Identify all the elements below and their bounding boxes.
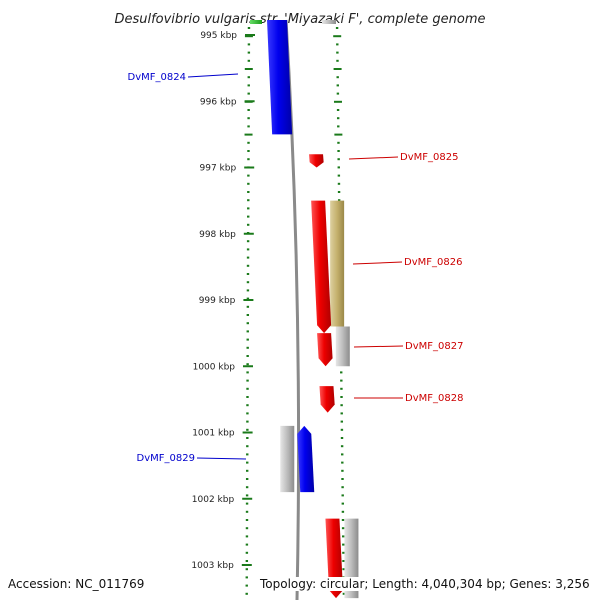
gene-label[interactable]: DvMF_0824: [128, 72, 186, 83]
accession-label: Accession: NC_011769: [8, 577, 145, 591]
gene-arrow-dvmf-0827[interactable]: [317, 333, 333, 367]
gene-arrow-dvmf-0824[interactable]: [267, 20, 293, 135]
map-title: Desulfovibrio vulgaris str. 'Miyazaki F'…: [114, 12, 485, 27]
ruler-label: 999 kbp: [199, 296, 236, 306]
feature-olive-block: [330, 200, 345, 327]
gene-label[interactable]: DvMF_0826: [404, 257, 462, 268]
gene-label[interactable]: DvMF_0827: [405, 341, 463, 352]
coordinate-ruler: 995 kbp 996 kbp 997 kbp 998 kbp 999 kbp 1000 …: [191, 31, 255, 571]
gene-label[interactable]: DvMF_0828: [405, 393, 463, 404]
feature-gray-block: [335, 326, 350, 367]
gene-label[interactable]: DvMF_0829: [137, 453, 195, 464]
feature-gray-block: [322, 20, 336, 24]
feature-green-block: [250, 20, 262, 24]
gene-arrow-dvmf-0828[interactable]: [319, 386, 335, 413]
gene-arrow-dvmf-0829[interactable]: [297, 425, 315, 493]
genome-summary: Topology: circular; Length: 4,040,304 bp…: [260, 577, 590, 591]
ruler-label: 1002 kbp: [192, 495, 235, 505]
gene-label-leader: [187, 73, 239, 78]
ruler-label: 1001 kbp: [192, 429, 235, 439]
gene-label[interactable]: DvMF_0825: [400, 152, 458, 163]
gene-label-leader: [196, 457, 247, 460]
ruler-label: 996 kbp: [200, 97, 237, 107]
gene-arrow-dvmf-0826[interactable]: [311, 200, 332, 334]
feature-gray-block: [280, 425, 295, 493]
gene-labels: DvMF_0824 DvMF_0825 DvMF_0826 DvMF_0827 DvMF…: [128, 72, 464, 464]
ruler-label: 995 kbp: [200, 31, 237, 41]
ruler-label: 1000 kbp: [193, 362, 236, 372]
gene-label-leader: [352, 261, 403, 265]
ruler-label: 1003 kbp: [191, 561, 234, 571]
gene-label-leader: [353, 345, 404, 348]
gene-arrow-dvmf-0825[interactable]: [309, 154, 324, 168]
ruler-label: 997 kbp: [200, 164, 237, 174]
gene-label-leader: [348, 156, 399, 160]
ruler-label: 998 kbp: [199, 230, 236, 240]
